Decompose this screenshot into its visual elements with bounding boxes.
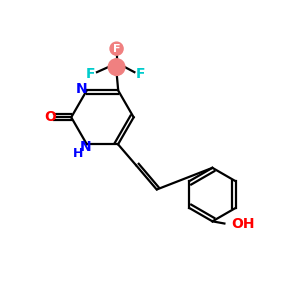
Text: O: O	[44, 110, 56, 124]
Text: N: N	[76, 82, 87, 96]
Text: F: F	[86, 67, 95, 81]
Circle shape	[110, 42, 123, 55]
Text: F: F	[136, 67, 146, 81]
Text: OH: OH	[231, 217, 255, 231]
Circle shape	[108, 59, 125, 75]
Text: H: H	[73, 147, 83, 160]
Text: N: N	[80, 140, 91, 154]
Text: F: F	[113, 44, 120, 54]
